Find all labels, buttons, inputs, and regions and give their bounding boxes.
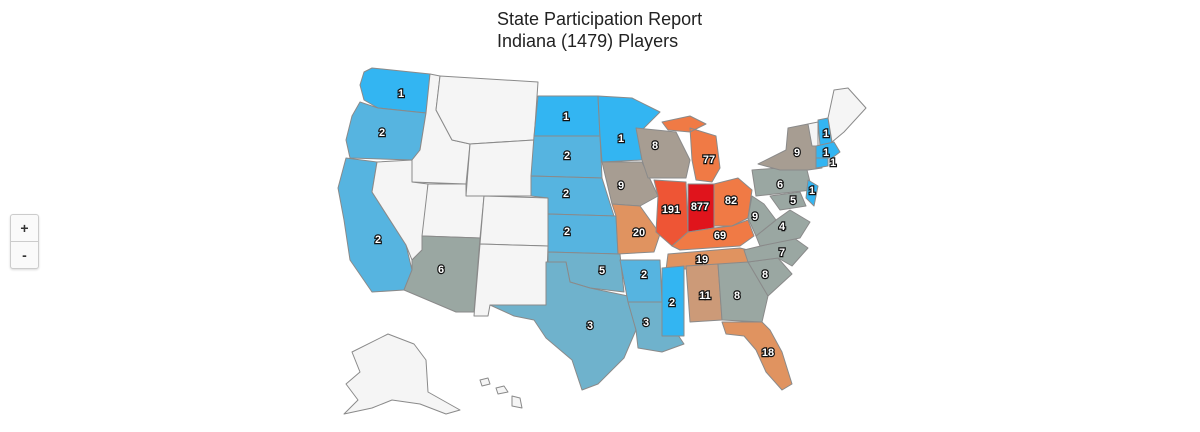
value-label-pennsylvania: 6 [777,179,783,191]
value-label-arizona: 6 [438,264,444,276]
state-arkansas[interactable] [619,259,663,303]
value-label-california: 2 [375,234,381,246]
state-michigan[interactable] [661,115,721,183]
state-iowa[interactable] [601,161,659,207]
state-hawaii[interactable] [479,377,523,409]
value-label-new-york: 9 [794,147,800,159]
value-label-nebraska: 2 [563,188,569,200]
value-label-mississippi: 2 [669,297,675,309]
state-wisconsin[interactable] [635,127,691,179]
state-west-virginia[interactable] [747,195,777,237]
state-kansas[interactable] [547,213,619,255]
value-label-north-dakota: 1 [563,111,569,123]
state-maine[interactable] [827,87,867,143]
zoom-in-button[interactable]: + [20,220,29,236]
value-label-wisconsin: 8 [652,140,658,152]
state-wyoming[interactable] [465,139,535,197]
value-label-virginia: 4 [779,221,786,233]
state-new-jersey[interactable] [805,179,819,207]
state-massachusetts[interactable] [815,141,841,159]
value-label-louisiana: 3 [643,317,649,329]
state-montana[interactable] [435,75,539,145]
state-kentucky[interactable] [671,219,755,251]
state-maryland[interactable] [769,191,807,211]
value-label-connecticut: 1 [830,157,836,169]
value-label-west-virginia: 9 [752,211,758,223]
state-georgia[interactable] [717,261,769,323]
value-label-indiana: 877 [691,201,709,213]
value-label-ohio: 82 [725,195,737,207]
value-label-illinois: 191 [662,204,680,216]
value-label-alabama: 11 [699,290,711,302]
value-label-missouri: 20 [633,227,645,239]
value-label-oklahoma: 5 [599,265,605,277]
state-texas[interactable] [489,261,637,391]
report-title: State Participation Report Indiana (1479… [497,8,702,52]
value-label-georgia: 8 [734,290,740,302]
state-florida[interactable] [721,321,793,391]
state-missouri[interactable] [611,203,661,255]
value-label-iowa: 9 [618,180,624,192]
state-connecticut[interactable] [815,157,829,169]
value-label-minnesota: 1 [618,133,624,145]
title-line-1: State Participation Report [497,9,703,29]
value-label-south-dakota: 2 [564,150,570,162]
title-line-2: Indiana (1479) Players [497,31,679,51]
state-mississippi[interactable] [661,265,685,337]
value-label-michigan: 77 [703,154,715,166]
value-label-massachusetts: 1 [823,147,829,159]
value-label-north-carolina: 7 [779,247,785,259]
value-label-florida: 18 [762,347,774,359]
value-label-texas: 3 [587,320,593,332]
value-label-new-hampshire: 1 [823,128,829,140]
state-alaska[interactable] [343,333,461,415]
value-label-washington: 1 [398,88,404,100]
value-label-oregon: 2 [379,127,385,139]
zoom-out-button[interactable]: - [11,241,38,268]
zoom-control: + - [10,214,39,269]
value-label-arkansas: 2 [641,269,647,281]
value-label-kentucky: 69 [714,230,726,242]
state-colorado[interactable] [479,195,549,247]
value-label-tennessee: 19 [696,254,708,266]
value-label-south-carolina: 8 [762,269,768,281]
value-label-maryland: 5 [790,195,796,207]
value-label-kansas: 2 [564,226,570,238]
value-label-new-jersey: 1 [809,185,815,197]
